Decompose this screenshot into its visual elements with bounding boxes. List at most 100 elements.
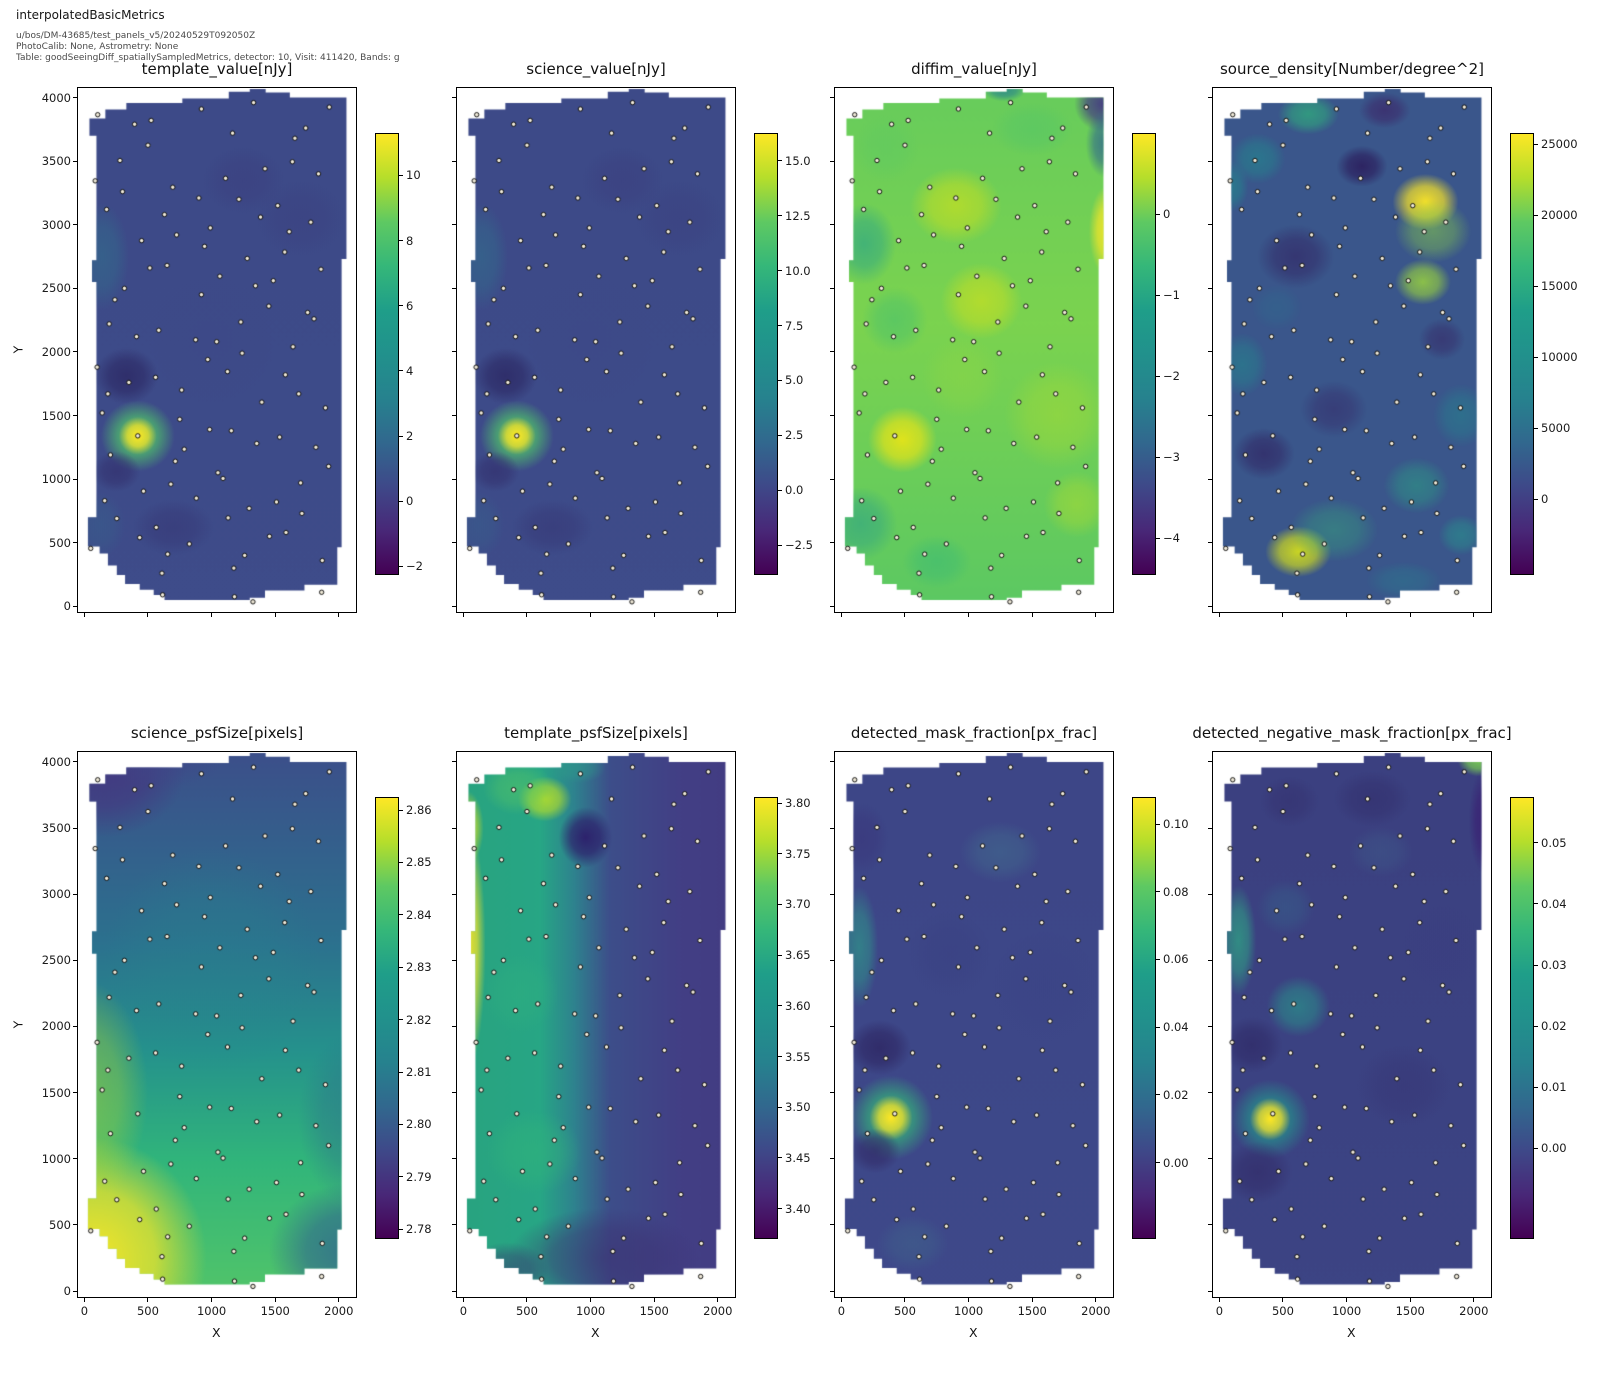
plot-area-science_value: [456, 87, 736, 613]
colorbar-tick-mark: [778, 489, 782, 491]
plot-area-science_psfSize: [77, 751, 357, 1298]
colorbar-tick-label: 5.0: [785, 373, 804, 388]
y-tick-mark: [1208, 1092, 1212, 1094]
x-tick-label: 500: [136, 1304, 159, 1318]
colorbar-template_psfSize: [754, 797, 778, 1239]
y-tick-mark: [1208, 827, 1212, 829]
x-tick-mark: [338, 1298, 340, 1302]
y-tick-mark: [73, 605, 77, 607]
colorbar-tick-label: 15000: [1541, 279, 1578, 294]
y-tick-label: 0: [63, 599, 71, 614]
colorbar-tick-label: 2.86: [406, 803, 432, 818]
y-tick-mark: [1208, 542, 1212, 544]
colorbar-tick-mark: [1156, 1094, 1160, 1096]
colorbar-tick-label: 0.02: [1541, 1019, 1567, 1034]
y-tick-mark: [830, 224, 834, 226]
y-tick-mark: [73, 959, 77, 961]
y-tick-mark: [452, 893, 456, 895]
figure-title: interpolatedBasicMetrics: [16, 8, 165, 22]
colorbar-tick-mark: [399, 565, 403, 567]
y-tick-mark: [1208, 1290, 1212, 1292]
y-tick-mark: [73, 542, 77, 544]
colorbar-tick-mark: [1534, 427, 1538, 429]
x-tick-mark: [1095, 613, 1097, 617]
x-tick-label: 0: [837, 1304, 846, 1318]
colorbar-tick-label: 3.50: [785, 1100, 811, 1115]
colorbar-tick-mark: [1534, 498, 1538, 500]
x-tick-mark: [1409, 613, 1411, 617]
y-tick-mark: [1208, 224, 1212, 226]
colorbar-tick-label: 0.02: [1163, 1087, 1189, 1102]
plot-area-source_density: [1212, 87, 1492, 613]
colorbar-tick-mark: [778, 1157, 782, 1159]
heatmap-diffim_value: [835, 88, 1113, 612]
x-tick-mark: [147, 1298, 149, 1302]
colorbar-tick-label: 3.60: [785, 998, 811, 1013]
y-tick-mark: [1208, 1025, 1212, 1027]
panel-title-template_value: template_value[nJy]: [141, 60, 293, 78]
y-tick-label: 3000: [41, 217, 71, 232]
y-tick-label: 0: [63, 1284, 71, 1299]
x-tick-label: 1500: [1017, 1304, 1047, 1318]
colorbar-tick-mark: [399, 435, 403, 437]
x-tick-label: 2000: [703, 1304, 733, 1318]
colorbar-tick-mark: [399, 305, 403, 307]
x-tick-mark: [1095, 1298, 1097, 1302]
figure-table-info: Table: goodSeeingDiff_spatiallySampledMe…: [16, 53, 400, 63]
x-tick-mark: [1031, 1298, 1033, 1302]
colorbar-tick-label: 2.83: [406, 960, 432, 975]
y-tick-mark: [1208, 97, 1212, 99]
y-tick-mark: [452, 1025, 456, 1027]
x-tick-mark: [147, 613, 149, 617]
panel-title-diffim_value: diffim_value[nJy]: [911, 60, 1037, 78]
colorbar-tick-mark: [399, 861, 403, 863]
x-tick-mark: [338, 613, 340, 617]
colorbar-tick-mark: [778, 544, 782, 546]
x-tick-label: 2000: [1459, 1304, 1489, 1318]
x-tick-mark: [1282, 613, 1284, 617]
y-tick-mark: [830, 1290, 834, 1292]
x-tick-mark: [968, 613, 970, 617]
colorbar-tick-label: 0.00: [1541, 1141, 1567, 1156]
y-tick-mark: [830, 1158, 834, 1160]
heatmap-source_density: [1213, 88, 1491, 612]
colorbar-tick-label: 2: [406, 429, 414, 444]
y-tick-mark: [73, 351, 77, 353]
x-tick-mark: [274, 1298, 276, 1302]
x-tick-label: 1000: [953, 1304, 984, 1318]
y-tick-mark: [830, 893, 834, 895]
x-tick-label: 2000: [324, 1304, 354, 1318]
y-tick-mark: [73, 1224, 77, 1226]
x-tick-label: 500: [893, 1304, 916, 1318]
panel-title-detected_negative_mask_fraction: detected_negative_mask_fraction[px_frac]: [1192, 724, 1512, 742]
y-tick-mark: [452, 224, 456, 226]
colorbar-tick-mark: [1534, 356, 1538, 358]
colorbar-tick-label: 0.00: [1163, 1155, 1189, 1170]
colorbar-tick-label: 10: [406, 168, 421, 183]
y-tick-mark: [73, 224, 77, 226]
y-tick-mark: [830, 415, 834, 416]
colorbar-tick-mark: [399, 370, 403, 372]
y-tick-mark: [73, 827, 77, 829]
panel-title-detected_mask_fraction: detected_mask_fraction[px_frac]: [850, 724, 1098, 742]
x-tick-mark: [904, 613, 906, 617]
y-tick-mark: [73, 287, 77, 289]
x-tick-label: 1500: [260, 1304, 290, 1318]
y-tick-mark: [1208, 605, 1212, 607]
plot-area-detected_negative_mask_fraction: [1212, 751, 1492, 1298]
colorbar-tick-label: 25000: [1541, 137, 1578, 152]
y-tick-mark: [830, 827, 834, 829]
colorbar-tick-label: 2.81: [406, 1065, 432, 1079]
x-tick-mark: [653, 613, 655, 617]
colorbar-tick-label: 5000: [1541, 421, 1571, 436]
x-tick-mark: [462, 613, 464, 617]
colorbar-tick-mark: [778, 379, 782, 381]
colorbar-tick-label: 0.04: [1541, 896, 1567, 911]
y-tick-mark: [452, 1224, 456, 1226]
x-tick-mark: [211, 613, 213, 617]
colorbar-template_value: [375, 133, 399, 575]
x-tick-mark: [968, 1298, 970, 1302]
x-tick-mark: [274, 613, 276, 617]
y-tick-mark: [452, 351, 456, 353]
